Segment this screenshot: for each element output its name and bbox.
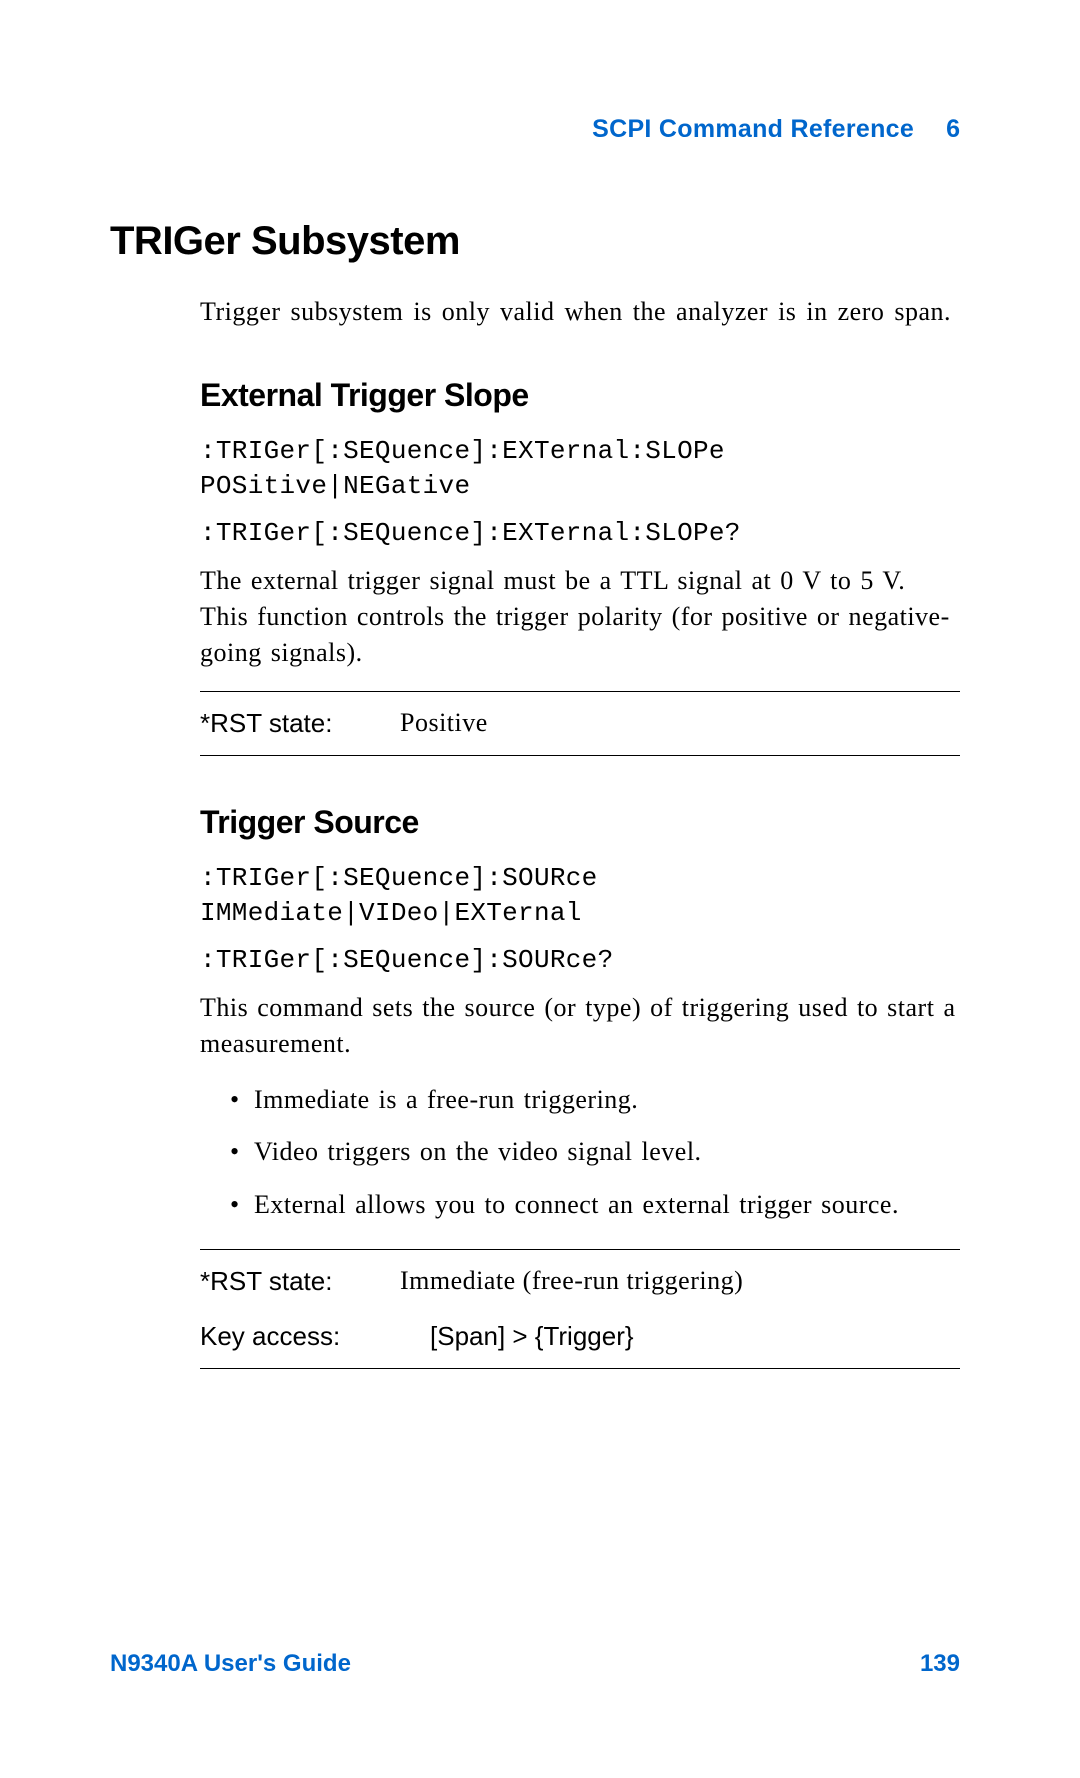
table-row: *RST state: Positive xyxy=(200,706,960,741)
table-row: *RST state: Immediate (free-run triggeri… xyxy=(200,1264,960,1299)
scpi-command-source-query: :TRIGer[:SEQuence]:SOURce? xyxy=(200,943,960,978)
heading-triger-subsystem: TRIGer Subsystem xyxy=(110,219,960,264)
key-access-label: Key access: xyxy=(200,1321,400,1352)
rst-state-value: Positive xyxy=(400,708,488,739)
source-description: This command sets the source (or type) o… xyxy=(200,990,960,1062)
list-item: External allows you to connect an extern… xyxy=(230,1187,960,1223)
source-state-table: *RST state: Immediate (free-run triggeri… xyxy=(200,1249,960,1369)
scpi-command-slope-set: :TRIGer[:SEQuence]:EXTernal:SLOPe POSiti… xyxy=(200,434,960,504)
table-row: Key access: [Span] > {Trigger} xyxy=(200,1319,960,1354)
page-footer: N9340A User's Guide 139 xyxy=(110,1650,960,1678)
header-chapter: 6 xyxy=(946,115,960,143)
scpi-command-slope-query: :TRIGer[:SEQuence]:EXTernal:SLOPe? xyxy=(200,516,960,551)
key-access-value: [Span] > {Trigger} xyxy=(430,1321,634,1352)
page: SCPI Command Reference 6 TRIGer Subsyste… xyxy=(0,0,1080,1778)
slope-state-table: *RST state: Positive xyxy=(200,691,960,756)
footer-page-number: 139 xyxy=(920,1650,960,1678)
heading-trigger-source: Trigger Source xyxy=(200,804,960,841)
heading-external-trigger-slope: External Trigger Slope xyxy=(200,377,960,414)
rst-state-label: *RST state: xyxy=(200,708,400,739)
list-item: Video triggers on the video signal level… xyxy=(230,1134,960,1170)
slope-description: The external trigger signal must be a TT… xyxy=(200,563,960,671)
rst-state-value: Immediate (free-run triggering) xyxy=(400,1266,743,1297)
scpi-command-source-set: :TRIGer[:SEQuence]:SOURce IMMediate|VIDe… xyxy=(200,861,960,931)
list-item: Immediate is a free-run triggering. xyxy=(230,1082,960,1118)
header-title: SCPI Command Reference xyxy=(592,115,914,143)
source-bullet-list: Immediate is a free-run triggering. Vide… xyxy=(230,1082,960,1223)
rst-state-label: *RST state: xyxy=(200,1266,400,1297)
intro-paragraph: Trigger subsystem is only valid when the… xyxy=(200,294,960,329)
page-header: SCPI Command Reference 6 xyxy=(110,115,960,144)
footer-guide-title: N9340A User's Guide xyxy=(110,1650,351,1678)
